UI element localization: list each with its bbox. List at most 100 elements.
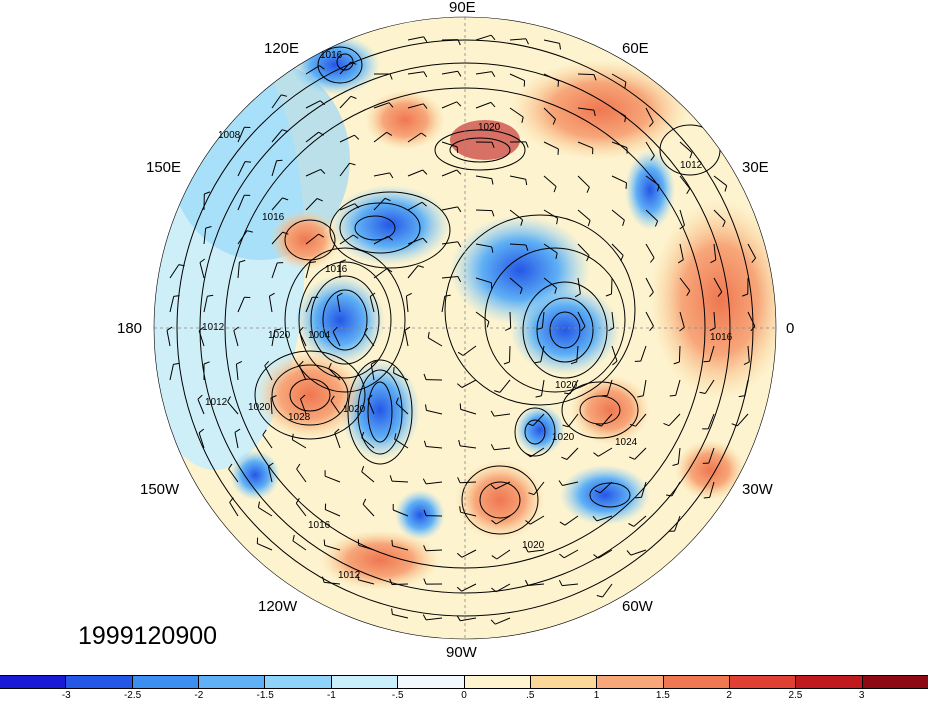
wind-barb-flag [309,261,316,263]
wind-barb [234,432,239,449]
wind-barb-flag [679,224,685,230]
map-boundary [153,16,777,640]
wind-barb-flag [320,169,326,174]
wind-barb-flag [520,219,524,226]
wind-barb [630,549,647,556]
wind-barb-flag [444,294,451,297]
wind-barb-flag [282,129,289,133]
wind-barb-flag [595,423,602,427]
wind-barb [668,413,681,427]
wind-barb [391,480,409,483]
wind-barb-flag [710,259,717,264]
wind-barb-flag [648,121,654,128]
wind-barb [645,107,654,123]
wind-barb [461,379,477,388]
contour-labels: 1016 1008 1020 1012 1016 1016 1012 1004 … [202,50,733,581]
wind-barb [494,447,511,451]
lon-label-30e: 30E [742,159,769,176]
contour-label: 1020 [248,402,271,413]
wind-barb-flag [386,268,393,273]
wind-barb [602,583,613,598]
wind-barb [577,141,593,149]
wind-barb-flag [387,235,393,241]
wind-barb [461,549,477,558]
wind-barb [509,243,527,246]
wind-barb [577,243,590,256]
wind-barb-flag [264,360,270,367]
wind-barb [229,502,239,517]
wind-barb [426,481,443,485]
wind-barb-flag [361,431,365,438]
wind-barb [577,277,581,294]
wind-barb-flag [389,73,393,80]
wind-barb [305,198,318,211]
wind-barb [460,408,477,415]
wind-barb [425,549,443,552]
wind-barb [543,277,557,289]
wind-barb [373,268,388,279]
wind-barb [271,330,276,347]
wind-barb-flag [422,614,427,621]
wind-barb [541,379,545,396]
colorbar-tick-label: -2 [194,690,204,701]
wind-barb [577,175,590,188]
wind-barb-flag [421,201,427,207]
wind-barb [305,262,311,279]
wind-barb [441,70,458,75]
wind-barb [339,162,351,177]
wind-barb [530,515,545,525]
wind-barb [292,540,307,551]
wind-barb-flag [328,362,332,369]
wind-barb [611,141,628,149]
wind-barb-flag [593,452,599,457]
colorbar-tick-label: -1 [326,690,336,701]
wind-barb-flag [427,331,430,338]
wind-barb-flag [491,555,498,560]
contour-label: 1012 [680,160,703,171]
wind-barb-flag [422,478,427,485]
wind-barb [305,233,319,245]
wind-barb-flag [389,475,393,482]
wind-barb-flag [199,258,206,263]
wind-barb-flag [503,361,510,365]
colorbar-bin [0,676,67,688]
wind-barb [645,175,660,186]
wind-barb [475,311,490,322]
wind-barb-flag [457,39,461,46]
lon-label-150w: 150W [140,481,180,498]
wind-barb [747,345,750,362]
wind-barb [611,311,615,328]
wind-barb [645,141,655,156]
wind-barb-flag [605,293,612,297]
colorbar [0,675,928,689]
wind-barb-flag [173,362,180,365]
wind-barb-flag [596,595,603,598]
wind-barb-flag [389,172,394,179]
wind-barb [713,243,717,260]
wind-barb [475,209,493,212]
wind-barb-flag [524,579,529,586]
wind-barb [577,311,586,327]
wind-barb-flag [554,287,557,294]
wind-barb-flag [669,394,676,397]
wind-barb-flag [624,116,627,123]
wind-barb-flag [457,351,464,356]
wind-barb-flag [601,394,608,397]
wind-barb-flag [197,394,203,400]
wind-barb-flag [552,118,556,125]
wind-barb-flag [262,429,267,436]
wind-barb-flag [350,61,357,65]
wind-barb-flag [422,103,428,109]
wind-barb-flag [370,360,377,365]
wind-barb [460,445,477,449]
wind-barb-flag [654,220,659,227]
wind-barb-flag [457,241,462,248]
colorbar-tick-label: .5 [526,690,535,701]
wind-barb-flag [650,257,655,263]
wind-barb [747,243,757,259]
wind-barb-flag [527,423,534,427]
wind-barb-flag [363,327,369,334]
contour-label: 1008 [218,130,241,141]
wind-barb [543,107,556,120]
wind-barb-flag [417,265,424,268]
